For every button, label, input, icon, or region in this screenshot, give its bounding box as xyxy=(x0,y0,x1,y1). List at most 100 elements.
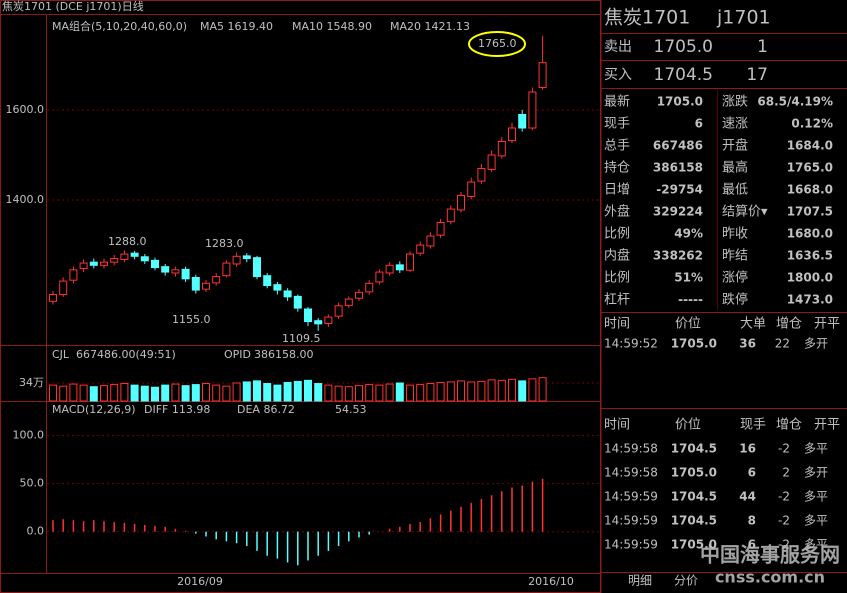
candle-body xyxy=(232,255,241,265)
legend-item: MA20 1421.13 xyxy=(390,20,470,33)
volume-bar xyxy=(334,385,343,402)
stat-label: 最低 xyxy=(722,183,748,198)
volume-bar xyxy=(355,385,363,402)
highlight-ellipse xyxy=(468,31,526,57)
table-cell: 14:59:58 xyxy=(604,466,658,480)
stat-value: ----- xyxy=(678,293,703,307)
stat-label: 结算价▾ xyxy=(722,205,768,220)
candle-body xyxy=(59,280,68,296)
volume-bar xyxy=(375,384,384,402)
candle-body xyxy=(212,276,221,284)
stat-value: 1680.0 xyxy=(787,227,833,241)
table-cell: -2 xyxy=(778,490,790,504)
candle-body xyxy=(69,269,78,281)
candle-body xyxy=(487,154,496,170)
stat-value: 386158 xyxy=(653,161,703,175)
stat-label: 涨跌 xyxy=(722,94,748,110)
stat-value: -29754 xyxy=(656,183,703,197)
chart-header: 焦炭1701 (DCE j1701)日线 xyxy=(2,0,144,13)
table-cell: 多平 xyxy=(804,514,828,528)
table-cell: 1705.0 xyxy=(671,337,717,351)
table-cell: -2 xyxy=(778,442,790,456)
stat-value: 1636.5 xyxy=(787,249,833,263)
stat-label: 涨停 xyxy=(722,270,748,286)
stat-label: 昨收 xyxy=(722,227,748,242)
candle-body xyxy=(528,91,537,129)
table-header: 大单 xyxy=(740,317,766,332)
table-cell: 22 xyxy=(775,337,790,351)
stat-label: 昨结 xyxy=(722,249,748,264)
stat-label: 持仓 xyxy=(604,161,630,176)
x-tick-label: 2016/09 xyxy=(177,575,223,588)
table-cell: -2 xyxy=(778,514,790,528)
volume-bar xyxy=(538,377,547,402)
legend-item: 54.53 xyxy=(335,403,367,416)
stat-value: 329224 xyxy=(653,205,703,219)
candle-body xyxy=(355,291,363,299)
legend-item: MACD(12,26,9) xyxy=(52,403,136,416)
volume-bar xyxy=(344,386,353,402)
candle-body xyxy=(324,316,333,324)
candle-body xyxy=(89,261,98,266)
order-label: 买入 xyxy=(604,67,632,83)
table-cell: 14:59:58 xyxy=(604,442,658,456)
candle-body xyxy=(457,195,465,211)
table-header: 增仓 xyxy=(776,418,802,433)
candle-body xyxy=(365,282,374,293)
order-volume: 1 xyxy=(757,37,768,57)
candle-body xyxy=(416,244,425,254)
candle-body xyxy=(304,308,312,323)
candle-body xyxy=(283,290,292,298)
table-cell: 1704.5 xyxy=(671,490,717,504)
table-cell: 6 xyxy=(748,466,756,480)
volume-bar xyxy=(120,383,129,402)
watermark: 中国海事服务网 xyxy=(700,543,840,567)
stat-label: 开盘 xyxy=(722,138,748,154)
table-cell: 多开 xyxy=(804,337,828,351)
legend-item: 386158.00 xyxy=(254,348,314,361)
x-tick-label: 2016/10 xyxy=(528,575,574,588)
stat-label: 速涨 xyxy=(722,117,748,132)
table-cell: 多平 xyxy=(804,442,828,456)
volume-bar xyxy=(89,386,98,402)
table-cell: 1704.5 xyxy=(671,514,717,528)
candle-body xyxy=(171,269,180,274)
volume-bar xyxy=(314,383,323,402)
volume-bar xyxy=(395,382,404,402)
candle-body xyxy=(49,294,57,302)
annotation: 1288.0 xyxy=(108,235,147,248)
table-cell: 1704.5 xyxy=(671,442,717,456)
stat-label: 杠杆 xyxy=(604,292,630,308)
stat-value: 51% xyxy=(674,271,703,285)
stat-label: 比例 xyxy=(604,227,630,242)
candle-body xyxy=(191,276,200,291)
stat-value: 1668.0 xyxy=(787,183,833,197)
table-cell: 14:59:59 xyxy=(604,490,658,504)
volume-bar xyxy=(457,380,465,402)
tab[interactable]: 分价 xyxy=(674,574,698,588)
tab[interactable]: 明细 xyxy=(628,574,652,588)
volume-bar xyxy=(273,384,282,402)
volume-bar xyxy=(242,381,251,402)
candle-body xyxy=(538,62,547,88)
candle-body xyxy=(436,222,445,236)
stat-label: 最高 xyxy=(722,160,748,176)
table-header: 时间 xyxy=(604,418,630,433)
stat-label: 内盘 xyxy=(604,248,630,264)
table-header: 价位 xyxy=(675,317,701,332)
volume-bar xyxy=(508,378,516,402)
table-cell: 14:59:59 xyxy=(604,514,658,528)
candle-body xyxy=(110,258,119,263)
volume-bar xyxy=(487,379,496,402)
volume-bar xyxy=(222,385,231,402)
stat-label: 日增 xyxy=(604,183,630,198)
volume-bar xyxy=(416,384,425,402)
candle-body xyxy=(406,253,414,271)
volume-bar xyxy=(293,380,302,402)
candle-body xyxy=(467,181,476,197)
table-header: 增仓 xyxy=(776,317,802,332)
stat-value: 1765.0 xyxy=(787,161,833,175)
legend-item: MA5 1619.40 xyxy=(200,20,273,33)
volume-bar xyxy=(69,383,78,402)
